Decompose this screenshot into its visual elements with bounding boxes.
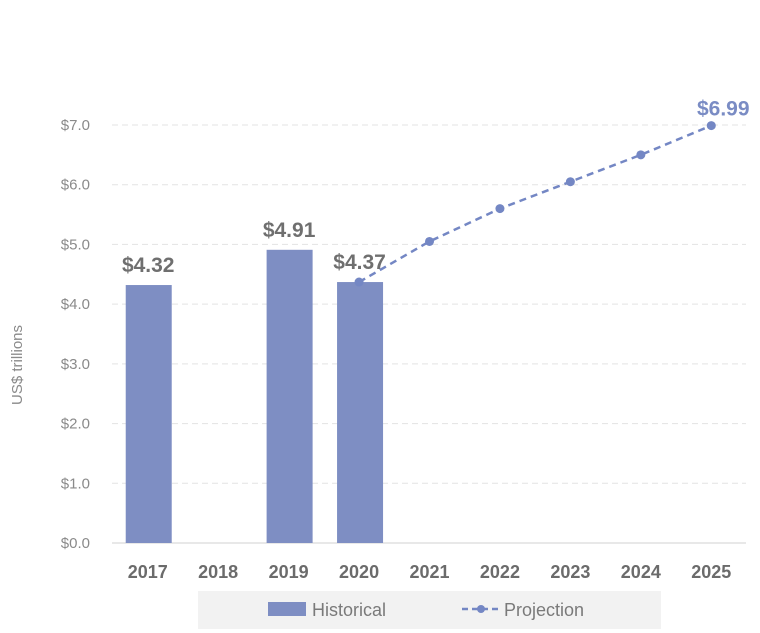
bars <box>125 249 384 543</box>
projection-point-2022 <box>495 204 505 214</box>
y-tick-label: $3.0 <box>61 356 90 373</box>
y-tick-label: $5.0 <box>61 236 90 253</box>
x-tick-label-2018: 2018 <box>198 562 238 582</box>
y-axis-label: US$ trillions <box>9 325 26 405</box>
x-tick-label-2025: 2025 <box>691 562 731 582</box>
bar-2017 <box>125 285 172 543</box>
legend-background <box>198 591 661 629</box>
y-tick-label: $6.0 <box>61 177 90 194</box>
projection-label-2025: $6.99 <box>697 98 750 121</box>
x-tick-label-2024: 2024 <box>621 562 661 582</box>
legend-historical-swatch <box>268 602 306 616</box>
projection-point-2024 <box>636 150 646 160</box>
y-tick-label: $0.0 <box>61 535 90 552</box>
data-label-2020: $4.37 <box>333 251 386 274</box>
legend-historical-label: Historical <box>312 600 386 620</box>
x-tick-label-2023: 2023 <box>550 562 590 582</box>
y-tick-label: $1.0 <box>61 475 90 492</box>
gridlines <box>112 124 746 544</box>
x-tick-label-2021: 2021 <box>409 562 449 582</box>
bar-2020 <box>337 282 384 543</box>
y-tick-label: $2.0 <box>61 416 90 433</box>
y-tick-labels: $0.0 $1.0 $2.0 $3.0 $4.0 $5.0 $6.0 $7.0 <box>61 117 90 552</box>
legend-projection-marker <box>477 605 485 613</box>
bar-2019 <box>266 249 313 543</box>
projection-point-2025 <box>706 121 716 131</box>
projection-point-2023 <box>565 177 575 187</box>
legend: Historical Projection <box>198 591 661 629</box>
data-label-2019: $4.91 <box>263 219 316 242</box>
projection-series-line <box>358 124 712 284</box>
y-tick-label: $4.0 <box>61 296 90 313</box>
data-labels: $4.32 $4.91 $4.37 $6.99 <box>122 98 750 277</box>
x-tick-label-2019: 2019 <box>269 562 309 582</box>
data-label-2017: $4.32 <box>122 254 175 277</box>
projection-point-2021 <box>425 236 434 246</box>
y-tick-label: $7.0 <box>61 117 90 134</box>
x-tick-label-2017: 2017 <box>128 562 168 582</box>
x-tick-labels: 2017 2018 2019 2020 2021 2022 2023 2024 2025 <box>128 562 732 582</box>
x-tick-label-2022: 2022 <box>480 562 520 582</box>
x-tick-label-2020: 2020 <box>339 562 379 582</box>
projection-line <box>354 121 716 287</box>
legend-projection-label: Projection <box>504 600 584 620</box>
projection-point-2020 <box>354 277 364 287</box>
